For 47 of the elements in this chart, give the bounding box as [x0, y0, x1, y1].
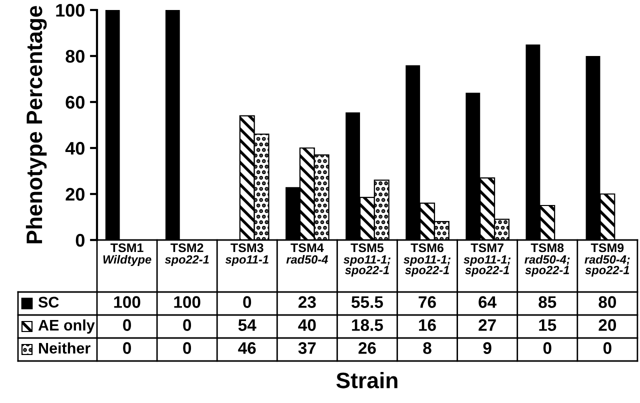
x-tick-label: TSM1 Wildtype [103, 243, 152, 266]
data-label: 26 [358, 342, 376, 354]
data-label: 9 [483, 342, 492, 354]
data-label: 23 [298, 296, 316, 308]
data-label: 46 [238, 342, 256, 354]
data-label: 64 [478, 296, 496, 308]
data-label: 8 [423, 342, 432, 354]
x-axis-title: Strain [336, 372, 398, 388]
data-label: 54 [238, 319, 256, 331]
x-tick-label: TSM9 rad50-4; spo22-1 [584, 243, 630, 277]
data-label: 85 [538, 296, 556, 308]
data-label: 27 [478, 319, 496, 331]
data-label: 15 [539, 319, 556, 331]
x-tick-label: TSM5 spo11-1; spo22-1 [344, 243, 390, 277]
data-label: 0 [543, 342, 552, 354]
data-label: 16 [419, 319, 436, 331]
data-label: 55.5 [352, 296, 383, 308]
x-tick-label: TSM6 spo11-1; spo22-1 [404, 243, 451, 277]
data-label: 0 [603, 342, 612, 354]
y-tick-label: 80 [66, 50, 84, 63]
data-label: 100 [174, 296, 200, 308]
data-label: 0 [123, 319, 131, 331]
y-axis-title: Phenotype Percentage [26, 6, 47, 244]
x-tick-label: TSM2 spo22-1 [164, 243, 209, 266]
legend-label: AE only [38, 319, 95, 334]
data-label: 40 [298, 319, 316, 331]
y-tick-label: 20 [66, 188, 84, 201]
data-label: 76 [418, 296, 436, 308]
data-label: 37 [298, 342, 316, 354]
data-label: 0 [183, 342, 192, 354]
y-tick-label: 40 [65, 142, 84, 155]
data-label: 18.5 [352, 319, 383, 331]
data-label: 0 [183, 319, 192, 331]
legend-label: SC [38, 296, 59, 308]
data-label: 80 [598, 296, 616, 308]
data-label: 100 [114, 296, 140, 308]
x-tick-label: TSM4 rad50-4 [286, 243, 328, 264]
legend-label: Neither [39, 342, 90, 354]
data-label: 20 [598, 319, 616, 331]
x-tick-label: TSM3 spo11-1 [225, 243, 268, 266]
x-tick-label: TSM7 spo11-1; spo22-1 [464, 243, 511, 277]
data-label: 0 [123, 342, 131, 354]
y-tick-label: 60 [66, 96, 84, 109]
data-label: 0 [243, 296, 252, 308]
y-tick-label: 0 [76, 234, 84, 247]
y-tick-label: 100 [56, 4, 84, 17]
x-tick-label: TSM8 rad50-4; spo22-1 [524, 243, 570, 277]
